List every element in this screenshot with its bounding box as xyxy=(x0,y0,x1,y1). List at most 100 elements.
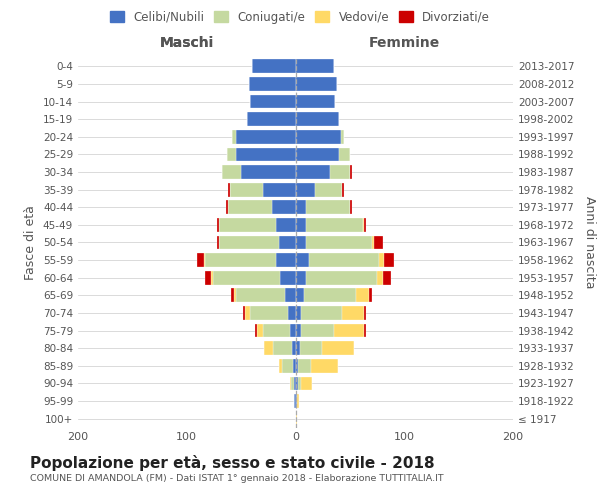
Text: Femmine: Femmine xyxy=(368,36,440,50)
Bar xyxy=(364,306,366,320)
Bar xyxy=(301,324,334,338)
Bar xyxy=(296,60,334,73)
Bar xyxy=(356,288,370,302)
Bar xyxy=(331,165,350,179)
Bar xyxy=(241,165,296,179)
Bar xyxy=(296,359,298,372)
Bar xyxy=(296,200,307,214)
Bar xyxy=(296,130,341,143)
Bar xyxy=(226,200,228,214)
Bar xyxy=(364,324,366,338)
Bar xyxy=(236,148,296,162)
Bar xyxy=(244,306,245,320)
Bar xyxy=(272,342,292,355)
Bar xyxy=(296,394,299,408)
Bar xyxy=(374,236,383,250)
Bar xyxy=(295,376,296,390)
Bar xyxy=(255,324,257,338)
Bar xyxy=(296,77,337,91)
Bar xyxy=(383,253,394,267)
Bar xyxy=(245,306,250,320)
Bar xyxy=(296,236,307,250)
Bar xyxy=(350,200,352,214)
Bar xyxy=(339,148,350,162)
Bar xyxy=(221,165,241,179)
Bar xyxy=(307,218,363,232)
Legend: Celibi/Nubili, Coniugati/e, Vedovi/e, Divorziati/e: Celibi/Nubili, Coniugati/e, Vedovi/e, Di… xyxy=(105,6,495,28)
Bar xyxy=(236,130,296,143)
Bar xyxy=(290,376,291,390)
Bar xyxy=(315,183,342,196)
Bar xyxy=(291,376,295,390)
Bar xyxy=(296,112,339,126)
Bar xyxy=(263,183,296,196)
Bar xyxy=(296,94,335,108)
Bar xyxy=(279,359,283,372)
Bar xyxy=(296,183,315,196)
Text: COMUNE DI AMANDOLA (FM) - Dati ISTAT 1° gennaio 2018 - Elaborazione TUTTITALIA.I: COMUNE DI AMANDOLA (FM) - Dati ISTAT 1° … xyxy=(30,474,443,483)
Bar xyxy=(377,271,383,284)
Bar xyxy=(247,112,296,126)
Bar xyxy=(232,288,233,302)
Bar xyxy=(233,288,236,302)
Bar xyxy=(298,376,301,390)
Bar xyxy=(296,288,304,302)
Bar xyxy=(288,306,296,320)
Bar xyxy=(296,271,307,284)
Bar xyxy=(293,359,296,372)
Bar xyxy=(205,271,211,284)
Bar xyxy=(197,253,204,267)
Bar xyxy=(322,342,354,355)
Bar xyxy=(307,200,350,214)
Bar xyxy=(217,218,220,232)
Bar xyxy=(250,94,296,108)
Bar xyxy=(217,236,220,250)
Bar xyxy=(308,253,379,267)
Bar xyxy=(220,218,276,232)
Bar xyxy=(257,324,263,338)
Bar xyxy=(263,324,290,338)
Text: Popolazione per età, sesso e stato civile - 2018: Popolazione per età, sesso e stato civil… xyxy=(30,455,434,471)
Bar xyxy=(383,271,391,284)
Bar xyxy=(290,324,296,338)
Bar xyxy=(296,148,339,162)
Bar xyxy=(296,218,307,232)
Bar xyxy=(230,183,263,196)
Bar xyxy=(370,288,371,302)
Bar xyxy=(304,288,356,302)
Bar xyxy=(283,359,293,372)
Bar xyxy=(311,359,338,372)
Bar xyxy=(301,376,312,390)
Bar xyxy=(341,130,344,143)
Bar xyxy=(264,342,272,355)
Bar xyxy=(371,236,374,250)
Bar xyxy=(301,306,342,320)
Bar xyxy=(276,253,296,267)
Bar xyxy=(296,376,298,390)
Bar xyxy=(279,236,296,250)
Bar xyxy=(204,253,205,267)
Y-axis label: Anni di nascita: Anni di nascita xyxy=(583,196,596,289)
Bar xyxy=(280,271,296,284)
Bar xyxy=(276,218,296,232)
Bar xyxy=(284,288,296,302)
Bar xyxy=(350,165,352,179)
Bar xyxy=(334,324,364,338)
Bar xyxy=(379,253,383,267)
Bar xyxy=(249,77,296,91)
Bar xyxy=(296,342,300,355)
Bar xyxy=(298,359,311,372)
Bar xyxy=(364,218,366,232)
Bar xyxy=(252,60,296,73)
Bar xyxy=(296,306,301,320)
Y-axis label: Fasce di età: Fasce di età xyxy=(25,205,37,280)
Bar xyxy=(307,271,377,284)
Bar xyxy=(220,236,279,250)
Bar xyxy=(272,200,296,214)
Bar xyxy=(296,253,308,267)
Bar xyxy=(296,324,301,338)
Bar xyxy=(296,165,331,179)
Text: Maschi: Maschi xyxy=(160,36,214,50)
Bar xyxy=(211,271,213,284)
Bar xyxy=(213,271,280,284)
